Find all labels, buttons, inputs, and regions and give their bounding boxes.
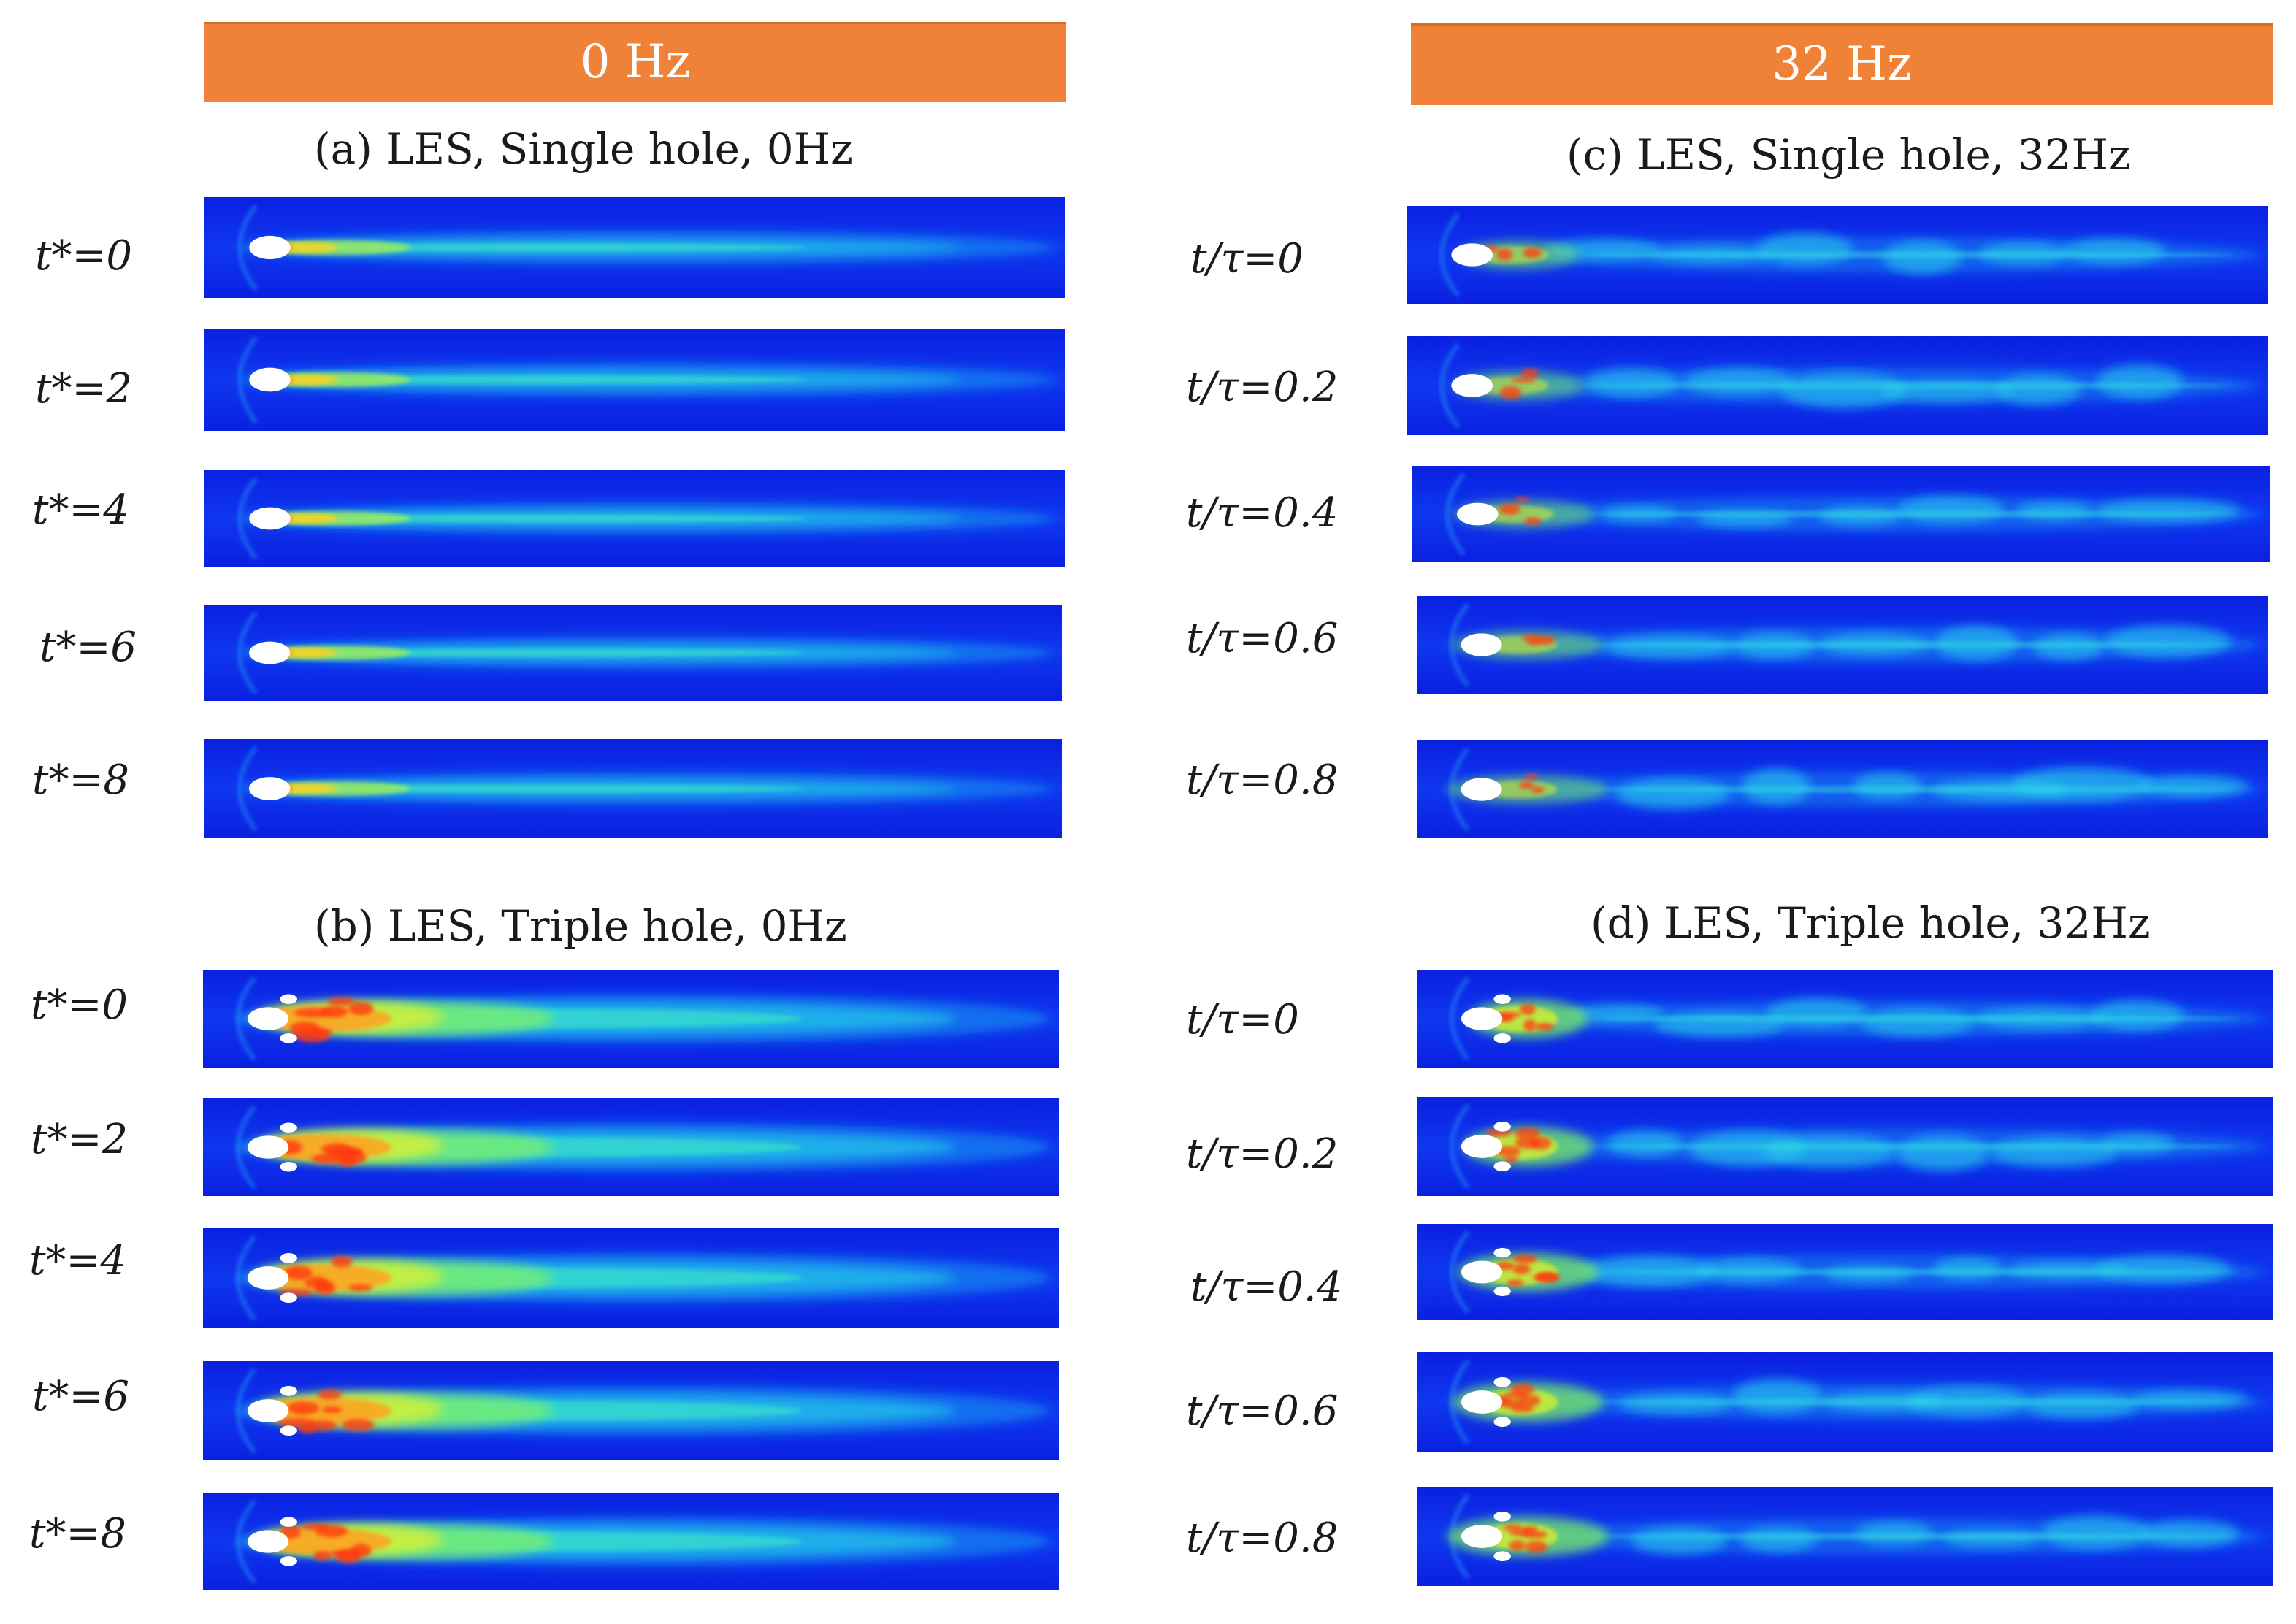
banner-0hz: 0 Hz (204, 22, 1066, 102)
caption-d: (d) LES, Triple hole, 32Hz (1591, 898, 2151, 948)
time-label-a-1: t*=2 (35, 365, 133, 413)
time-label-b-1: t*=2 (31, 1116, 129, 1163)
contour-d-3 (1417, 1352, 2273, 1452)
contour-a-2 (204, 470, 1065, 567)
contour-a-1 (204, 329, 1065, 431)
contour-b-3 (203, 1361, 1059, 1460)
time-label-b-2: t*=4 (29, 1237, 127, 1284)
contour-d-4 (1417, 1487, 2273, 1586)
contour-b-1 (203, 1098, 1059, 1196)
contour-c-2 (1412, 466, 2270, 562)
contour-a-4 (204, 739, 1062, 838)
contour-b-0 (203, 970, 1059, 1068)
time-label-d-3: t/τ=0.6 (1186, 1387, 1339, 1435)
contour-d-1 (1417, 1097, 2273, 1196)
time-label-c-3: t/τ=0.6 (1186, 615, 1339, 662)
contour-c-3 (1417, 596, 2268, 694)
contour-b-2 (203, 1228, 1059, 1328)
contour-b-4 (203, 1493, 1059, 1590)
time-label-b-3: t*=6 (32, 1373, 130, 1420)
contour-d-2 (1417, 1224, 2273, 1320)
banner-32hz: 32 Hz (1411, 23, 2273, 105)
time-label-a-4: t*=8 (32, 757, 130, 804)
time-label-a-2: t*=4 (32, 486, 130, 534)
time-label-d-4: t/τ=0.8 (1186, 1514, 1339, 1562)
time-label-a-0: t*=0 (35, 232, 133, 280)
time-label-a-3: t*=6 (39, 624, 137, 671)
contour-c-1 (1407, 336, 2268, 435)
contour-a-0 (204, 197, 1065, 298)
contour-c-0 (1407, 206, 2268, 304)
time-label-c-1: t/τ=0.2 (1186, 364, 1339, 411)
contour-a-3 (204, 605, 1062, 701)
contour-c-4 (1417, 740, 2268, 838)
caption-b: (b) LES, Triple hole, 0Hz (314, 901, 847, 951)
time-label-d-2: t/τ=0.4 (1190, 1263, 1343, 1311)
time-label-d-0: t/τ=0 (1186, 996, 1299, 1043)
time-label-c-2: t/τ=0.4 (1186, 489, 1339, 537)
time-label-b-4: t*=8 (29, 1510, 127, 1558)
time-label-b-0: t*=0 (31, 981, 129, 1029)
contour-d-0 (1417, 970, 2273, 1068)
time-label-d-1: t/τ=0.2 (1186, 1130, 1339, 1178)
time-label-c-0: t/τ=0 (1190, 235, 1304, 283)
caption-a: (a) LES, Single hole, 0Hz (314, 124, 853, 174)
time-label-c-4: t/τ=0.8 (1186, 757, 1339, 804)
caption-c: (c) LES, Single hole, 32Hz (1566, 130, 2131, 180)
